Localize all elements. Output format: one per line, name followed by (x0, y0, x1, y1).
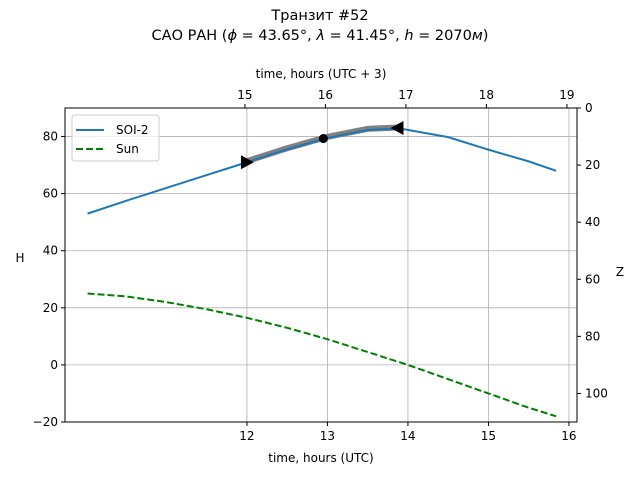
y-axis-label: H (15, 251, 24, 265)
y2-axis-label: Z (616, 265, 624, 279)
subtitle-unit: м (471, 28, 483, 44)
x-tick-label: 13 (320, 429, 335, 443)
x-tick-label: 14 (400, 429, 415, 443)
transit-start-marker (240, 155, 254, 170)
chart-title: Транзит #52 (271, 8, 369, 24)
x-axis-label: time, hours (UTC) (268, 451, 373, 465)
legend-label: SOI-2 (116, 123, 149, 137)
subtitle-prefix: САО РАН ( (151, 28, 228, 44)
series-line-sun (87, 292, 557, 418)
transit-midpoint-marker (318, 134, 328, 144)
y-tick-label: 80 (43, 130, 58, 144)
transit-end-marker (390, 120, 404, 135)
y2-tick-label: 20 (585, 158, 600, 172)
subtitle-lambda-value: = 41.45°, (324, 28, 405, 44)
y2-tick-label: 80 (585, 329, 600, 343)
y2-tick-label: 40 (585, 215, 600, 229)
y-tick-label: 0 (50, 358, 58, 372)
x2-tick-label: 17 (398, 88, 413, 102)
x2-axis-label: time, hours (UTC + 3) (256, 67, 387, 81)
subtitle-lambda: λ (316, 28, 325, 44)
x-tick-label: 16 (561, 429, 576, 443)
y2-tick-label: 100 (585, 386, 608, 400)
x-tick-label: 12 (239, 429, 254, 443)
x2-tick-label: 15 (237, 88, 252, 102)
axes-frame (64, 107, 578, 423)
subtitle-phi: ϕ (227, 28, 238, 44)
y2-tick-label: 60 (585, 272, 600, 286)
x2-tick-label: 16 (318, 88, 333, 102)
subtitle-h: h (404, 28, 414, 44)
y2-tick-label: 0 (585, 101, 593, 115)
x2-tick-label: 18 (479, 88, 494, 102)
chart-subtitle: САО РАН (ϕ = 43.65°, λ = 41.45°, h = 207… (0, 28, 640, 44)
y-tick-label: 40 (43, 244, 58, 258)
legend-label: Sun (116, 142, 139, 156)
subtitle-phi-value: = 43.65°, (237, 28, 317, 44)
x-tick-label: 15 (481, 429, 496, 443)
subtitle-h-value: = 2070 (413, 28, 472, 44)
y-tick-label: −20 (33, 415, 58, 429)
x2-tick-label: 19 (559, 88, 574, 102)
legend-box (71, 114, 160, 162)
y-tick-label: 60 (43, 187, 58, 201)
y-tick-label: 20 (43, 301, 58, 315)
subtitle-suffix: ) (482, 28, 489, 44)
